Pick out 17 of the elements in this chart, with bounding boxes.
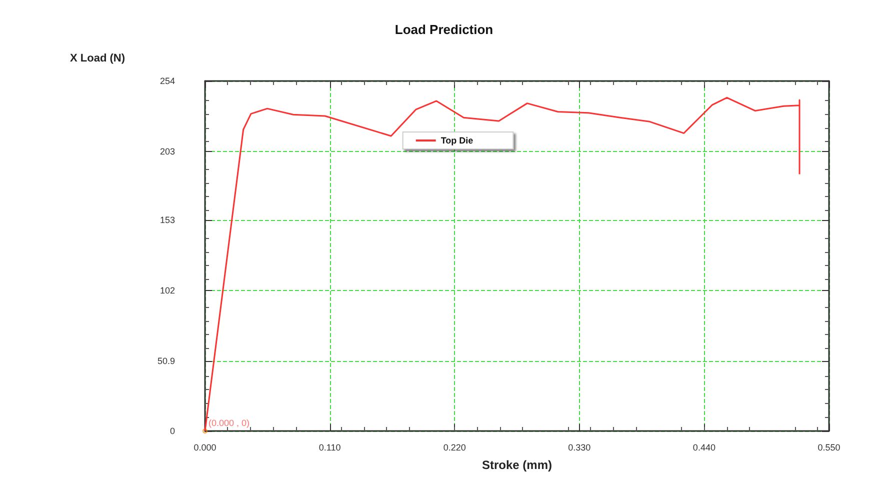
y-tick-label: 0 <box>170 426 175 436</box>
annotation: (0.000 , 0) <box>208 418 250 428</box>
x-tick-label: 0.110 <box>318 442 341 452</box>
y-tick-label: 102 <box>160 285 175 296</box>
x-tick-label: 0.000 <box>194 442 216 452</box>
x-tick-label: 0.330 <box>568 442 591 452</box>
y-tick-label: 254 <box>160 76 175 86</box>
x-tick-label: 0.220 <box>443 442 466 452</box>
y-axis-title: X Load (N) <box>70 52 126 64</box>
y-tick-label: 50.9 <box>157 356 175 366</box>
chart-title: Load Prediction <box>394 22 494 37</box>
x-tick-label: 0.440 <box>692 442 716 452</box>
y-tick-label: 203 <box>160 146 175 156</box>
y-tick-label: 153 <box>160 215 175 226</box>
x-axis-title: Stroke (mm) <box>482 458 552 472</box>
x-tick-label: 0.550 <box>818 442 840 452</box>
legend-label: Top Die <box>440 136 474 146</box>
